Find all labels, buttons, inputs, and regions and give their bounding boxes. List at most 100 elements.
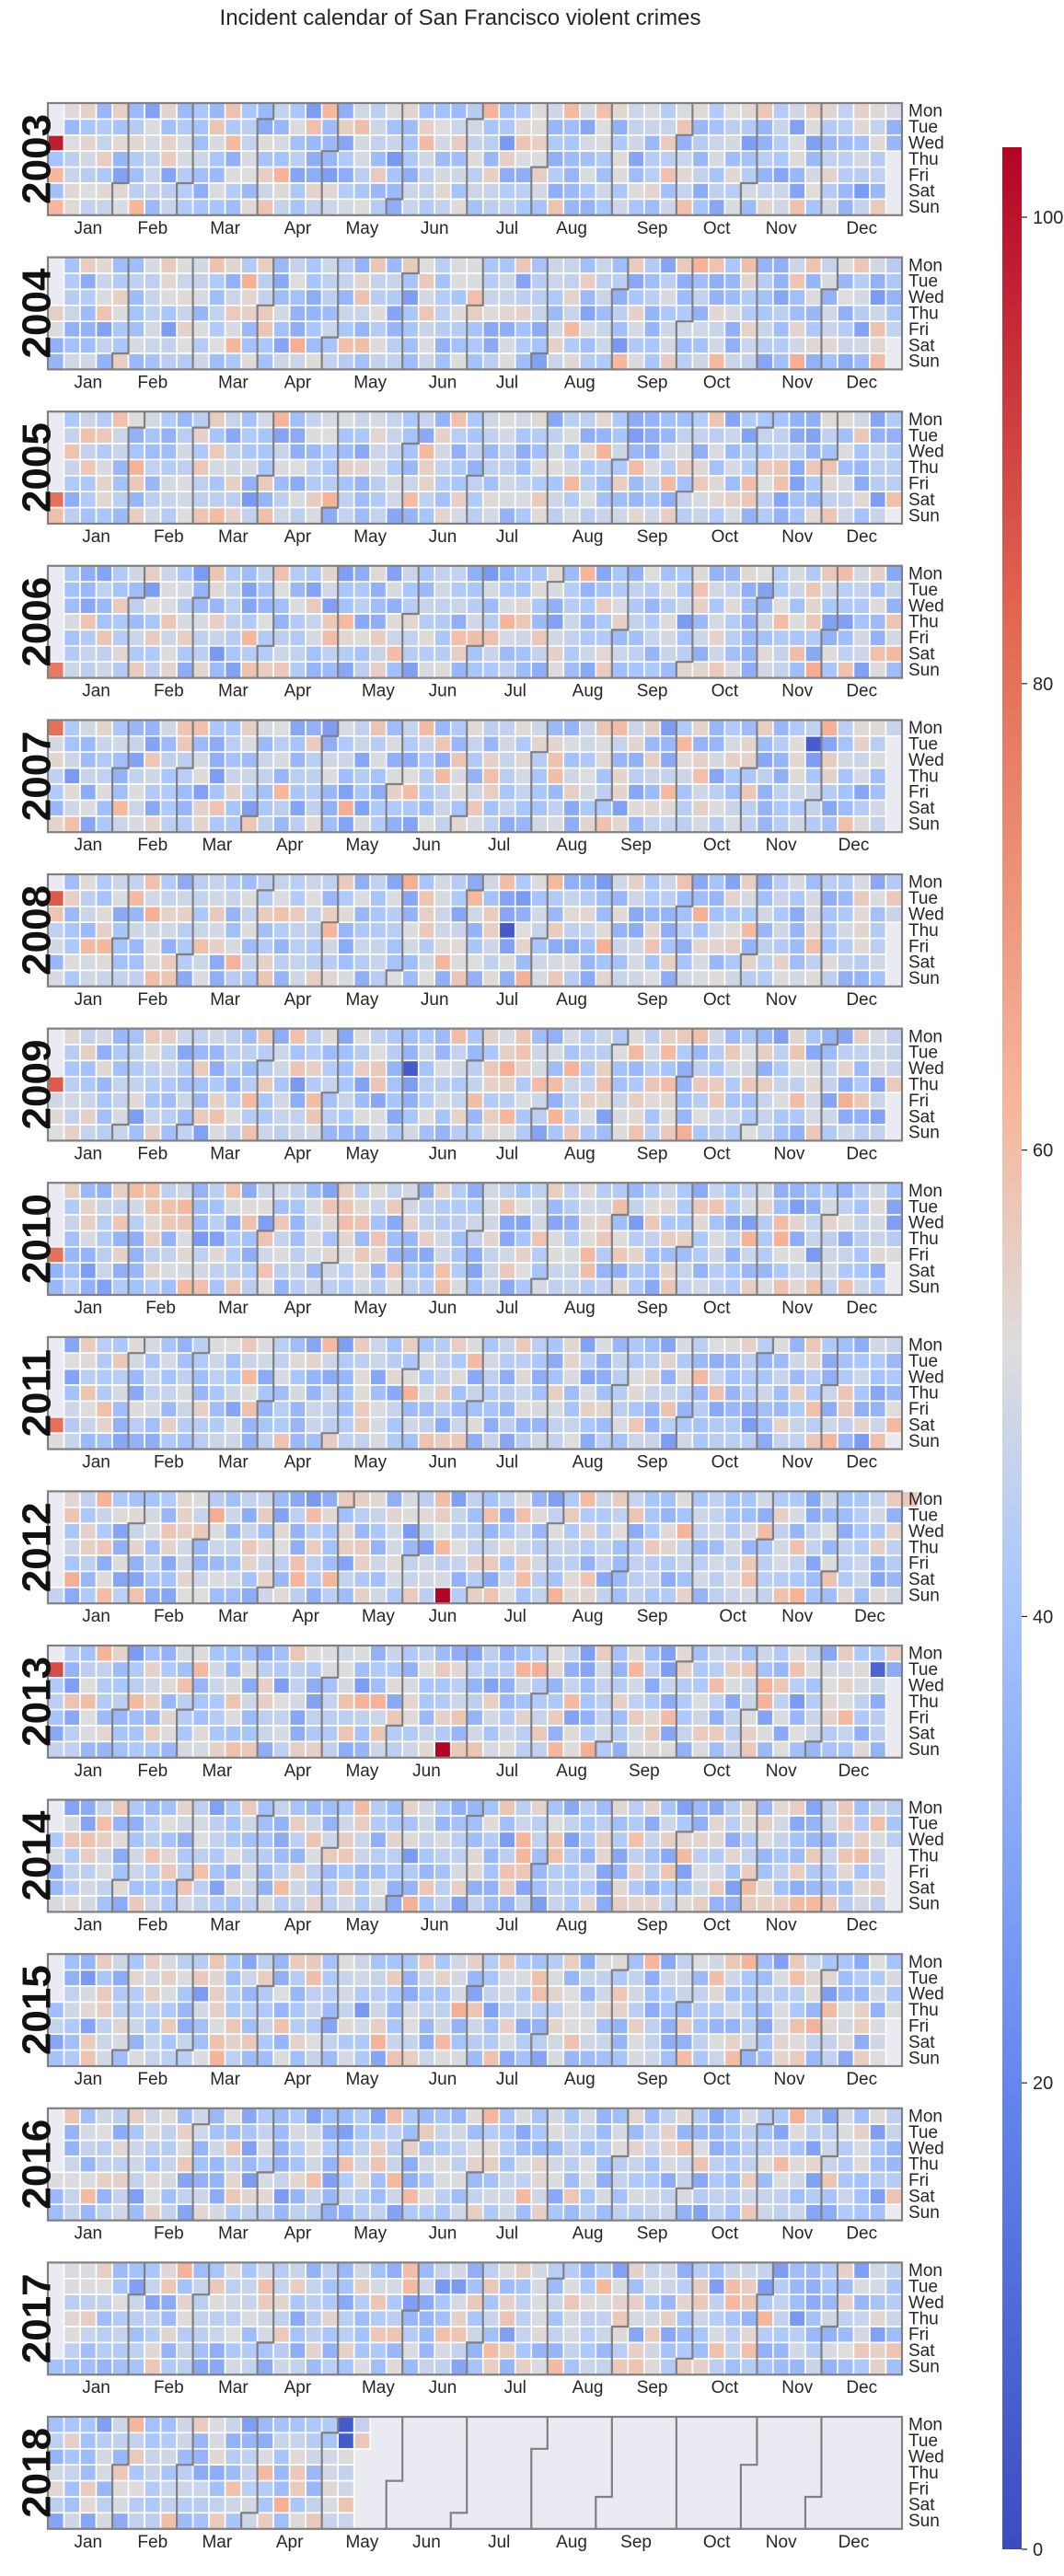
day-cell <box>466 1092 484 1110</box>
day-cell <box>466 1692 484 1711</box>
day-cell <box>788 426 806 445</box>
day-cell <box>852 1815 871 1833</box>
day-cell <box>643 256 662 274</box>
day-cell <box>498 2001 516 2019</box>
day-cell <box>869 1538 887 1556</box>
day-cell <box>401 272 420 291</box>
day-cell <box>224 751 242 769</box>
day-cell <box>676 1878 694 1897</box>
day-cell <box>723 1076 742 1094</box>
day-cell <box>417 506 436 525</box>
day-cell <box>691 1645 710 1663</box>
day-cell <box>643 1400 662 1418</box>
day-cell <box>562 921 581 940</box>
day-cell <box>772 458 791 477</box>
day-cell <box>434 1831 452 1849</box>
day-cell <box>723 474 742 492</box>
day-cell <box>176 1432 194 1450</box>
day-cell <box>240 751 259 769</box>
month-boundary <box>530 103 549 215</box>
day-cell <box>595 352 613 371</box>
day-cell <box>111 2049 130 2067</box>
day-cell <box>401 150 420 168</box>
day-cell <box>272 256 291 274</box>
month-boundary <box>675 874 694 987</box>
day-cell <box>144 1336 162 1355</box>
day-cell <box>659 783 677 802</box>
day-cell <box>820 1384 838 1403</box>
day-cell <box>804 953 823 972</box>
day-cell <box>434 1895 452 1913</box>
day-cell <box>708 1044 726 1062</box>
day-cell <box>191 474 210 492</box>
month-boundary <box>610 411 630 524</box>
day-cell <box>224 953 242 972</box>
day-cell <box>320 629 339 647</box>
day-cell <box>191 1352 210 1370</box>
day-cell <box>305 1522 323 1541</box>
month-boundary <box>449 720 468 833</box>
day-cell <box>804 734 823 753</box>
day-cell <box>191 1277 210 1296</box>
day-cell <box>240 1969 259 1987</box>
day-cell <box>708 150 726 168</box>
month-boundary <box>820 411 839 524</box>
day-cell <box>320 1352 339 1370</box>
day-cell <box>611 734 630 753</box>
day-cell <box>272 1798 291 1817</box>
day-cell <box>369 1645 387 1663</box>
day-cell <box>627 1645 645 1663</box>
day-cell <box>691 256 710 274</box>
day-cell <box>256 613 274 631</box>
day-cell <box>240 458 259 477</box>
day-cell <box>869 474 887 492</box>
day-cell <box>820 1895 838 1913</box>
day-cell <box>788 734 806 753</box>
day-cell <box>79 1246 98 1265</box>
day-cell <box>676 751 694 769</box>
day-cell <box>723 1831 742 1849</box>
day-cell <box>385 198 404 216</box>
day-cell <box>611 1124 630 1142</box>
day-cell <box>579 443 597 461</box>
day-cell <box>820 1076 838 1094</box>
day-cell <box>837 1570 855 1588</box>
day-cell <box>659 1262 677 1280</box>
day-cell <box>401 767 420 785</box>
day-cell <box>530 953 549 972</box>
day-cell <box>191 783 210 802</box>
day-cell <box>369 336 387 354</box>
day-cell <box>63 799 81 817</box>
day-cell <box>208 1027 226 1045</box>
day-cell <box>176 1400 194 1418</box>
day-cell <box>820 198 838 216</box>
day-cell <box>579 506 597 525</box>
day-cell <box>353 1660 371 1679</box>
day-cell <box>79 1692 98 1711</box>
day-cell <box>788 1692 806 1711</box>
day-cell <box>111 629 130 647</box>
day-cell <box>837 1182 855 1200</box>
day-cell <box>852 581 871 599</box>
day-cell <box>401 953 420 972</box>
day-cell <box>820 613 838 631</box>
day-cell <box>466 1969 484 1987</box>
day-cell <box>434 1587 452 1605</box>
day-cell <box>353 1416 371 1435</box>
day-cell <box>127 1522 145 1541</box>
day-cell <box>643 1863 662 1881</box>
day-cell <box>611 320 630 339</box>
day-cell <box>643 905 662 923</box>
day-cell <box>756 182 774 201</box>
day-cell <box>79 1182 98 1200</box>
day-cell <box>740 767 758 785</box>
day-cell <box>320 506 339 525</box>
day-cell <box>320 1197 339 1216</box>
day-cell <box>369 1570 387 1588</box>
day-cell <box>191 1490 210 1508</box>
day-cell <box>546 921 565 940</box>
day-cell <box>723 320 742 339</box>
day-cell <box>272 751 291 769</box>
day-cell <box>659 256 677 274</box>
